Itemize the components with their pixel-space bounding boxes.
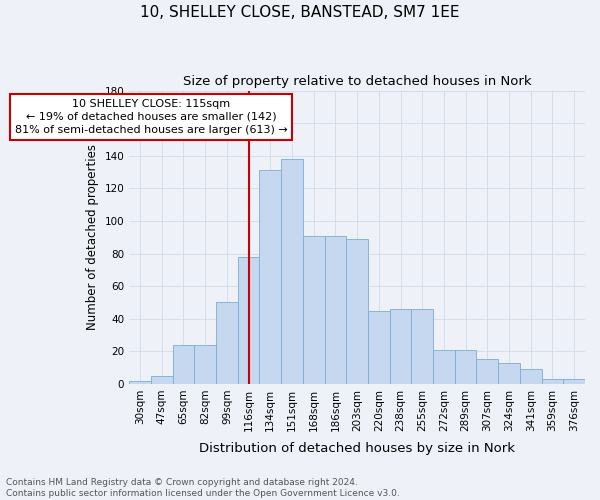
Text: 10, SHELLEY CLOSE, BANSTEAD, SM7 1EE: 10, SHELLEY CLOSE, BANSTEAD, SM7 1EE <box>140 5 460 20</box>
Bar <box>455 350 476 384</box>
X-axis label: Distribution of detached houses by size in Nork: Distribution of detached houses by size … <box>199 442 515 455</box>
Bar <box>542 379 563 384</box>
Text: Contains HM Land Registry data © Crown copyright and database right 2024.
Contai: Contains HM Land Registry data © Crown c… <box>6 478 400 498</box>
Bar <box>412 309 433 384</box>
Title: Size of property relative to detached houses in Nork: Size of property relative to detached ho… <box>183 75 532 88</box>
Y-axis label: Number of detached properties: Number of detached properties <box>86 144 99 330</box>
Bar <box>563 379 585 384</box>
Bar <box>476 360 498 384</box>
Bar <box>433 350 455 384</box>
Text: 10 SHELLEY CLOSE: 115sqm
← 19% of detached houses are smaller (142)
81% of semi-: 10 SHELLEY CLOSE: 115sqm ← 19% of detach… <box>14 98 287 135</box>
Bar <box>259 170 281 384</box>
Bar <box>151 376 173 384</box>
Bar <box>194 345 216 384</box>
Bar <box>325 236 346 384</box>
Bar <box>281 159 303 384</box>
Bar <box>216 302 238 384</box>
Bar <box>498 362 520 384</box>
Bar <box>389 309 412 384</box>
Bar <box>173 345 194 384</box>
Bar <box>238 257 259 384</box>
Bar <box>129 380 151 384</box>
Bar <box>346 239 368 384</box>
Bar <box>520 369 542 384</box>
Bar <box>303 236 325 384</box>
Bar <box>368 310 389 384</box>
